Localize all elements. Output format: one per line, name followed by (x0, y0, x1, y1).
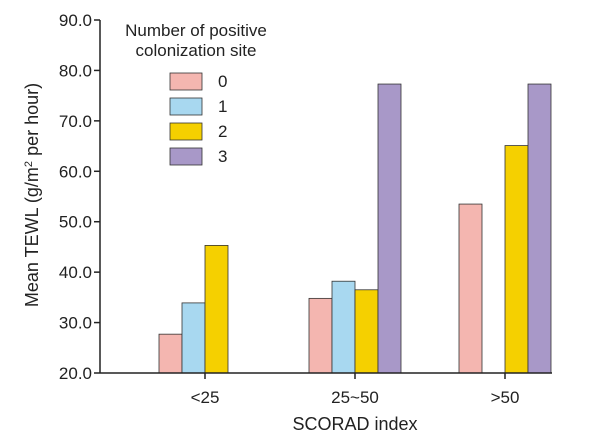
y-tick-label: 20.0 (59, 364, 92, 383)
bars (158, 83, 552, 374)
legend-swatch-3 (169, 147, 203, 166)
bar->50-series-0 (458, 203, 483, 374)
x-axis-title: SCORAD index (292, 414, 417, 434)
y-axis-title: Mean TEWL (g/m2 per hour) (22, 83, 42, 307)
legend-title-line-1: Number of positive (125, 21, 267, 40)
y-tick-label: 80.0 (59, 61, 92, 80)
y-tick-label: 30.0 (59, 314, 92, 333)
x-tick-label: >50 (491, 388, 520, 407)
x-tick-label: 25~50 (331, 388, 379, 407)
bar-<25-series-1 (181, 302, 206, 374)
bar->50-series-3 (527, 83, 552, 374)
x-ticks: <25 25~50 >50 (191, 373, 520, 407)
y-axis-title-sup: 2 (23, 161, 35, 167)
bar-<25-series-0 (158, 333, 183, 374)
legend: Number of positive colonization site 0 1 2… (125, 21, 267, 166)
bar-25~50-series-2 (354, 289, 379, 374)
y-tick-label: 60.0 (59, 162, 92, 181)
legend-swatch-0 (169, 72, 203, 91)
legend-swatch-2 (169, 122, 203, 141)
bar-25~50-series-1 (331, 280, 356, 374)
bar-25~50-series-0 (308, 297, 333, 374)
y-axis-title-pre: Mean TEWL (g/m (22, 167, 42, 307)
y-tick-label: 50.0 (59, 213, 92, 232)
x-tick-label: <25 (191, 388, 220, 407)
bar-<25-series-2 (204, 245, 229, 374)
bar->50-series-2 (504, 145, 529, 374)
legend-label-2: 2 (218, 122, 227, 141)
y-tick-label: 90.0 (59, 11, 92, 30)
y-tick-label: 40.0 (59, 263, 92, 282)
legend-title-line-2: colonization site (136, 41, 257, 60)
y-axis-title-post: per hour) (22, 83, 42, 161)
legend-label-0: 0 (218, 72, 227, 91)
y-ticks: 20.0 30.0 40.0 50.0 60.0 70.0 80.0 90.0 (59, 11, 100, 383)
axes (99, 20, 552, 374)
legend-label-1: 1 (218, 97, 227, 116)
y-tick-label: 70.0 (59, 112, 92, 131)
bar-25~50-series-3 (377, 83, 402, 374)
legend-label-3: 3 (218, 147, 227, 166)
legend-swatch-1 (169, 97, 203, 116)
